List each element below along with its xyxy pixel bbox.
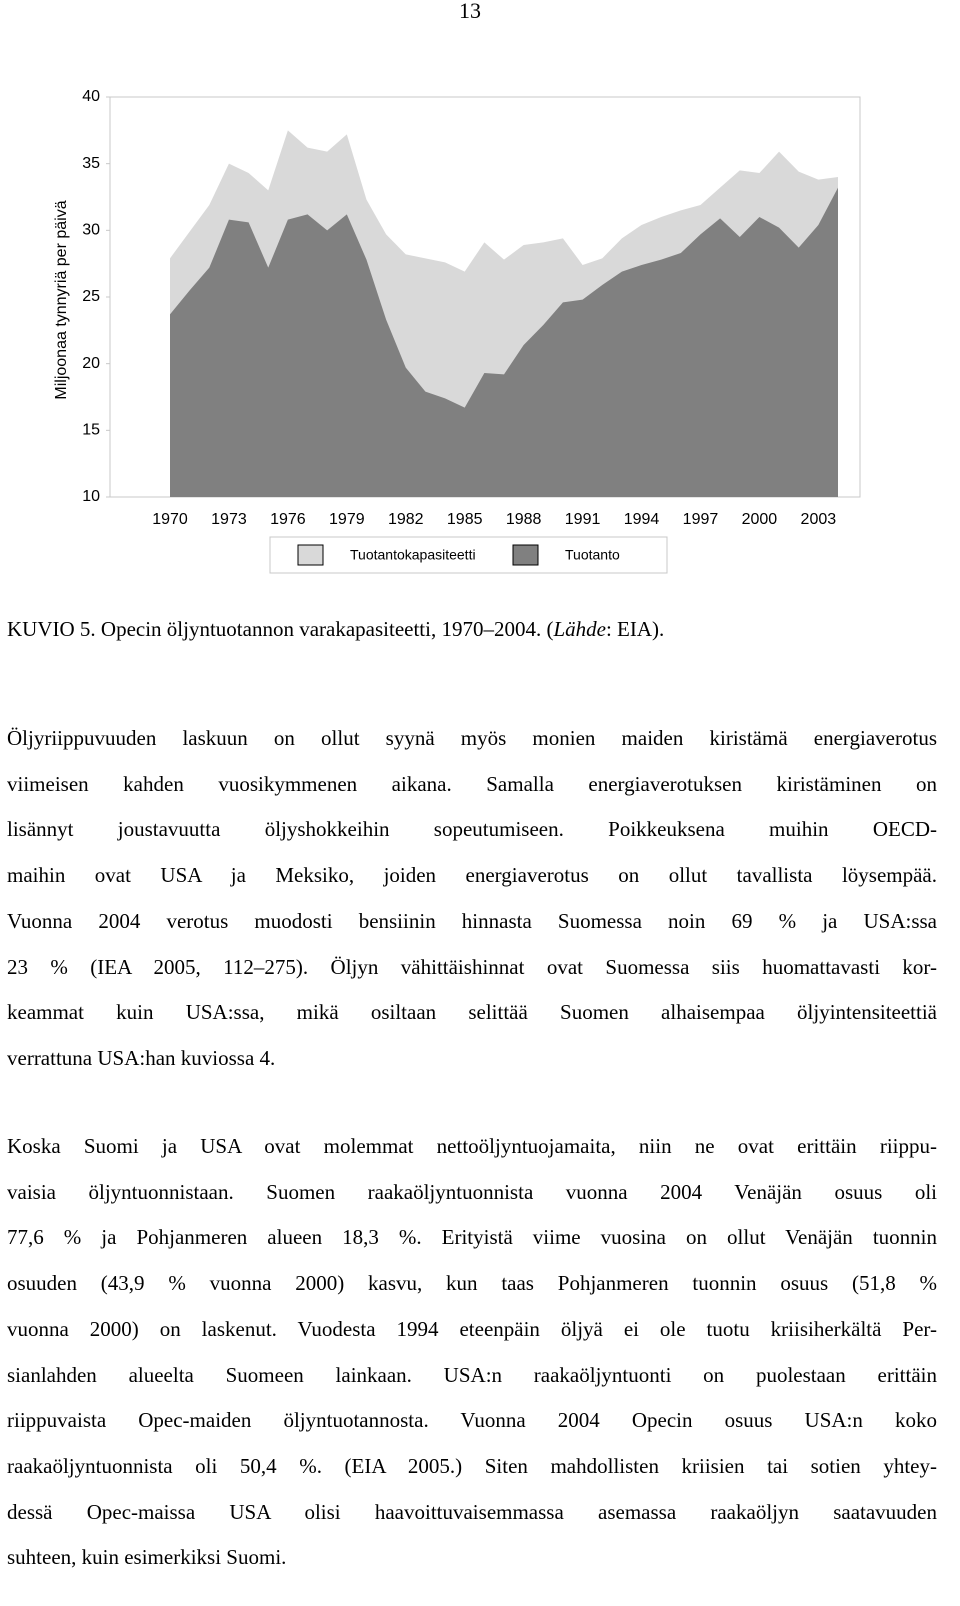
figure-caption: KUVIO 5. Opecin öljyntuotannon varakapas… [7, 617, 664, 642]
x-tick-label: 1973 [211, 511, 247, 528]
text-line: vuonna 2000) on laskenut. Vuodesta 1994 … [7, 1316, 937, 1341]
legend-swatch [297, 544, 324, 566]
text-line: lisännyt joustavuutta öljyshokkeihin sop… [7, 817, 937, 842]
text-line: sianlahden alueelta Suomeen lainkaan. US… [7, 1362, 937, 1387]
text-line: suhteen, kuin esimerkiksi Suomi. [7, 1545, 287, 1570]
x-tick-label: 1985 [447, 511, 483, 528]
text-line: Öljyriippuvuuden laskuun on ollut syynä … [7, 726, 937, 750]
chart: Miljoonaa tynnyriä per päivä 10 15 20 25 30 3… [53, 88, 861, 574]
y-tick-label: 15 [82, 422, 100, 439]
legend-label: Tuotantokapasiteetti [350, 547, 476, 563]
legend-label: Tuotanto [565, 547, 620, 563]
y-tick-label: 30 [82, 222, 100, 239]
area [170, 187, 838, 497]
x-tick-label: 1979 [329, 511, 365, 528]
x-tick-label: 2000 [742, 511, 778, 528]
x-tick-label: 1988 [506, 511, 542, 528]
y-tick-label: 25 [82, 288, 100, 305]
text-line: Vuonna 2004 verotus muodosti bensiinin h… [7, 908, 937, 933]
page-number: 13 [459, 0, 481, 23]
y-tick-label: 20 [82, 355, 100, 372]
x-tick-label: 1976 [270, 511, 306, 528]
x-tick-label: 1997 [683, 511, 719, 528]
caption-text: : EIA). [605, 617, 665, 641]
x-tick-label: 1982 [388, 511, 424, 528]
legend-box [269, 536, 668, 574]
text-line: raakaöljyntuonnista oli 50,4 %. (EIA 200… [7, 1453, 937, 1478]
y-tick-label: 35 [82, 155, 100, 172]
caption-italic: Lähde [553, 617, 606, 641]
x-tick-label: 2003 [801, 511, 837, 528]
caption-text: KUVIO 5. Opecin öljyntuotannon varakapas… [7, 617, 554, 641]
text-line: maihin ovat USA ja Meksiko, joiden energ… [7, 863, 937, 888]
text-line: vaisia öljyntuonnistaan. Suomen raakaölj… [7, 1179, 937, 1204]
legend-swatch [512, 544, 539, 566]
x-tick-label: 1970 [152, 511, 188, 528]
x-tick-label: 1991 [565, 511, 601, 528]
text-line: dessä Opec-maissa USA olisi haavoittuvai… [7, 1499, 937, 1524]
text-line: 77,6 % ja Pohjanmeren alueen 18,3 %. Eri… [7, 1225, 937, 1250]
text-line: keammat kuin USA:ssa, mikä osiltaan seli… [7, 1000, 937, 1025]
text-line: viimeisen kahden vuosikymmenen aikana. S… [7, 771, 937, 796]
text-line: 23 % (IEA 2005, 112–275). Öljyn vähittäi… [7, 954, 937, 979]
y-tick-label: 40 [82, 88, 100, 105]
text-line: riippuvaista Opec-maiden öljyntuotannost… [7, 1408, 937, 1433]
text-line: Koska Suomi ja USA ovat molemmat nettoöl… [7, 1134, 937, 1158]
y-axis-label: Miljoonaa tynnyriä per päivä [53, 200, 70, 399]
text-line: verrattuna USA:han kuviossa 4. [7, 1045, 276, 1070]
text-line: osuuden (43,9 % vuonna 2000) kasvu, kun … [7, 1271, 937, 1296]
x-tick-label: 1994 [624, 511, 660, 528]
y-tick-label: 10 [82, 488, 100, 505]
